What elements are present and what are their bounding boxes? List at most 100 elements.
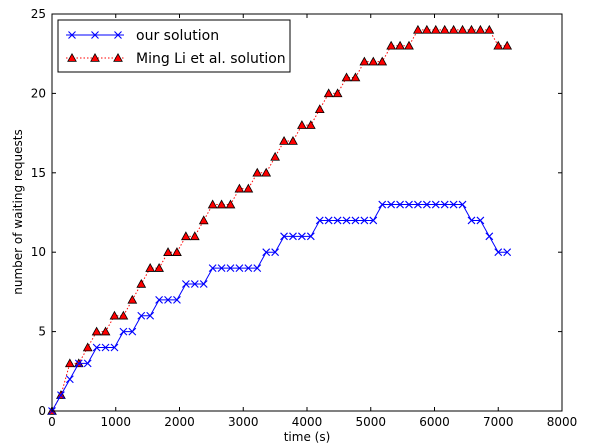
y-tick-label: 25 bbox=[31, 7, 46, 21]
data-point bbox=[216, 199, 227, 209]
data-point bbox=[332, 88, 343, 98]
data-point bbox=[164, 295, 172, 304]
x-tick-label: 3000 bbox=[228, 415, 259, 429]
y-axis-label: number of waiting requests bbox=[11, 129, 25, 294]
x-tick-label: 2000 bbox=[164, 415, 195, 429]
data-point bbox=[298, 232, 306, 241]
data-point bbox=[128, 327, 137, 336]
data-point bbox=[395, 40, 405, 50]
x-axis-label: time (s) bbox=[284, 430, 331, 444]
data-point bbox=[404, 40, 414, 50]
data-point bbox=[207, 199, 218, 209]
data-point bbox=[217, 264, 226, 272]
y-tick-label: 0 bbox=[38, 404, 46, 418]
data-point bbox=[341, 72, 352, 82]
data-point bbox=[262, 248, 271, 257]
data-point bbox=[253, 264, 262, 272]
y-tick-label: 20 bbox=[31, 86, 46, 100]
data-point bbox=[386, 40, 397, 50]
legend-marker bbox=[91, 31, 99, 39]
data-point bbox=[484, 24, 495, 34]
y-tick-label: 15 bbox=[31, 166, 46, 180]
data-point bbox=[145, 263, 156, 272]
data-point bbox=[137, 311, 146, 320]
data-point bbox=[154, 263, 164, 272]
data-point bbox=[323, 88, 334, 98]
series-line bbox=[51, 204, 508, 412]
data-point bbox=[314, 104, 325, 114]
data-point bbox=[119, 327, 128, 336]
data-point bbox=[502, 40, 513, 50]
tick-layer: 0 1000 2000 3000 4000 5000 6000 7000 8000 0 5 10 15 2… bbox=[31, 7, 578, 429]
data-point bbox=[136, 278, 147, 288]
data-point bbox=[252, 167, 263, 177]
data-point bbox=[466, 24, 477, 34]
data-point bbox=[118, 310, 129, 320]
data-point bbox=[448, 24, 459, 34]
data-point bbox=[189, 231, 200, 241]
data-point bbox=[350, 72, 361, 82]
data-point bbox=[387, 200, 396, 209]
data-point bbox=[270, 151, 281, 161]
data-point bbox=[155, 295, 163, 304]
data-point bbox=[289, 232, 297, 241]
data-point bbox=[288, 136, 298, 145]
data-point bbox=[377, 56, 388, 66]
data-point bbox=[421, 24, 432, 34]
x-tick-label: 0 bbox=[48, 415, 56, 429]
data-point bbox=[64, 358, 75, 368]
legend-marker bbox=[113, 52, 123, 62]
legend: our solution Ming Li et al. solution bbox=[57, 19, 291, 73]
data-point bbox=[65, 375, 74, 384]
data-point bbox=[199, 280, 208, 288]
y-tick-label: 10 bbox=[31, 245, 46, 259]
data-point bbox=[181, 280, 190, 288]
data-point bbox=[475, 24, 486, 34]
data-point bbox=[101, 343, 110, 352]
data-point bbox=[146, 311, 155, 320]
data-point bbox=[208, 264, 217, 272]
data-point bbox=[261, 167, 272, 177]
data-point bbox=[180, 231, 191, 241]
x-tick-label: 1000 bbox=[100, 415, 131, 429]
data-point bbox=[172, 247, 182, 256]
legend-label: our solution bbox=[136, 28, 219, 44]
data-point bbox=[439, 24, 450, 34]
data-point bbox=[306, 232, 315, 241]
data-point bbox=[82, 342, 93, 352]
legend-marker bbox=[114, 31, 122, 39]
data-point bbox=[378, 200, 387, 209]
data-point bbox=[110, 343, 119, 352]
x-tick-label: 5000 bbox=[355, 415, 386, 429]
data-point bbox=[198, 215, 209, 225]
x-tick-label: 6000 bbox=[419, 415, 450, 429]
data-point bbox=[226, 264, 235, 272]
data-point bbox=[243, 183, 254, 193]
data-point bbox=[485, 232, 494, 241]
data-point bbox=[467, 216, 476, 225]
data-point bbox=[92, 343, 101, 352]
data-point bbox=[271, 248, 280, 257]
data-point bbox=[225, 199, 236, 209]
data-point bbox=[494, 248, 503, 257]
data-point bbox=[163, 247, 173, 256]
data-point bbox=[127, 294, 138, 304]
data-point bbox=[440, 200, 449, 209]
data-point bbox=[422, 200, 431, 209]
legend-box bbox=[57, 19, 291, 73]
series-line bbox=[51, 29, 508, 412]
data-point bbox=[458, 200, 467, 209]
x-tick-label: 8000 bbox=[547, 415, 578, 429]
x-tick-label: 7000 bbox=[483, 415, 514, 429]
data-point bbox=[430, 24, 441, 34]
data-point bbox=[369, 216, 378, 225]
data-point bbox=[190, 280, 199, 288]
data-point bbox=[351, 216, 360, 225]
data-point bbox=[449, 200, 458, 209]
data-point bbox=[359, 56, 370, 66]
data-point bbox=[342, 216, 351, 225]
data-point bbox=[279, 136, 289, 145]
data-point bbox=[368, 56, 379, 66]
